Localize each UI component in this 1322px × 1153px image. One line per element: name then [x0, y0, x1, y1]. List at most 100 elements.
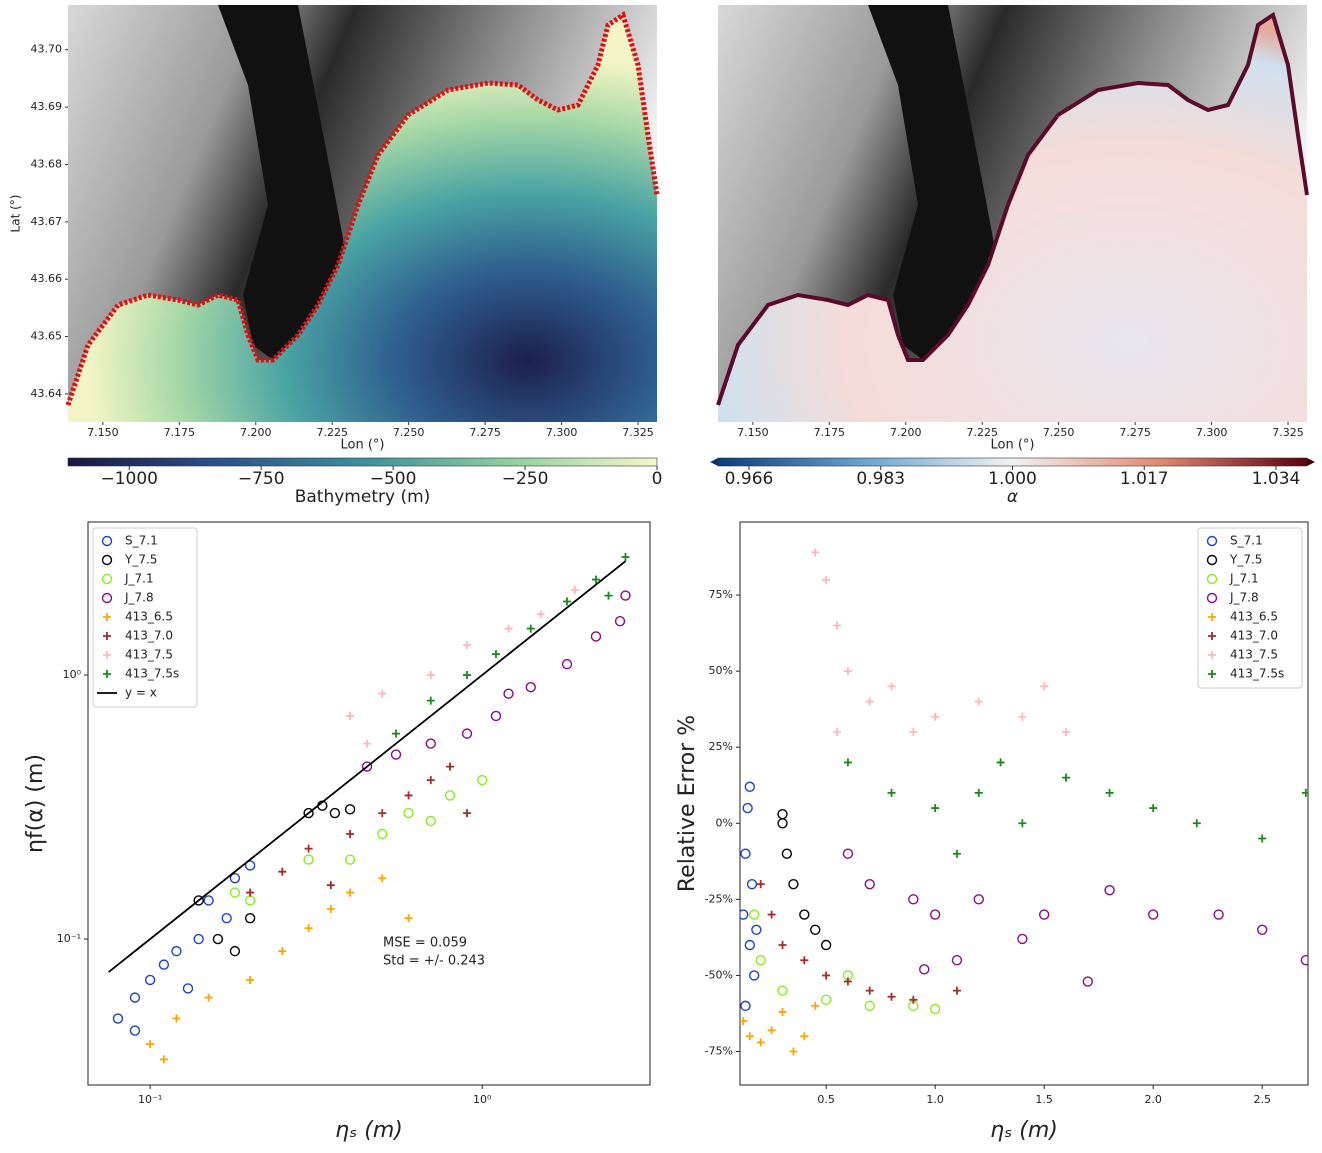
y-tick-label: 10⁻¹: [57, 932, 81, 945]
map: [65, 5, 660, 422]
y-tick-label: -50%: [705, 968, 733, 981]
point: [620, 590, 631, 601]
x-tick-label: 7.225: [316, 426, 348, 439]
x-tick-label: 7.150: [737, 426, 769, 439]
annotation: Std = +/- 0.243: [383, 954, 485, 969]
point: [278, 947, 287, 956]
x-tick-label: 0.5: [817, 1093, 835, 1106]
x-tick-label: 2.0: [1144, 1093, 1162, 1106]
colorbar-tick-label: −750: [238, 469, 285, 489]
colorbar-extend: [710, 458, 718, 466]
point: [1017, 933, 1028, 945]
point: [929, 1003, 941, 1015]
legend-label: S_7.1: [1230, 534, 1263, 548]
point: [865, 697, 874, 706]
point: [346, 888, 355, 897]
point: [996, 758, 1005, 767]
point: [789, 1047, 798, 1056]
point: [182, 983, 194, 994]
x-axis-label: Lon (°): [341, 438, 385, 453]
point: [887, 682, 896, 691]
legend-swatch: [1208, 613, 1216, 621]
point: [931, 712, 940, 721]
legend-swatch: [1208, 632, 1216, 640]
colorbar-label: α: [1007, 487, 1018, 507]
x-tick-label: 7.225: [966, 426, 998, 439]
coastline: [65, 11, 660, 406]
point: [244, 860, 256, 871]
y-tick-label: 43.66: [31, 272, 63, 285]
point: [378, 809, 387, 818]
point: [864, 1000, 875, 1012]
point: [444, 790, 456, 801]
legend-label: J_7.8: [124, 591, 154, 605]
point: [952, 986, 961, 995]
point: [378, 874, 387, 883]
point: [425, 738, 436, 749]
x-tick-label: 7.250: [393, 426, 425, 439]
point: [777, 985, 788, 996]
sea: [718, 15, 1307, 422]
point: [229, 945, 241, 957]
point: [561, 658, 573, 670]
legend-swatch: [101, 535, 113, 547]
y-tick-label: 25%: [709, 740, 733, 753]
point: [463, 640, 472, 649]
point: [822, 971, 831, 980]
x-tick-label: 1.0: [926, 1093, 944, 1106]
legend-label: 413_7.5s: [125, 667, 179, 681]
point: [740, 1017, 748, 1026]
point: [590, 631, 602, 642]
x-tick-label: 7.250: [1043, 426, 1075, 439]
point: [446, 762, 455, 771]
point: [748, 909, 760, 920]
point: [344, 854, 356, 865]
colorbar-tick-label: 0.983: [856, 469, 905, 489]
legend-label: y = x: [125, 686, 157, 700]
legend-label: S_7.1: [125, 534, 158, 548]
y-tick-label: 43.68: [31, 157, 63, 170]
y-tick-label: -75%: [705, 1045, 733, 1058]
point: [203, 895, 214, 906]
point: [800, 956, 809, 965]
point: [326, 904, 335, 913]
point: [326, 881, 335, 890]
legend-label: 413_7.0: [1230, 629, 1278, 643]
point: [363, 739, 372, 748]
y-tick-label: 0%: [716, 816, 733, 829]
point: [426, 696, 435, 705]
colorbar-tick-label: −250: [502, 469, 549, 489]
y-tick-label: 43.67: [31, 215, 63, 228]
point: [810, 924, 821, 935]
x-tick-label: 7.150: [87, 426, 119, 439]
point: [526, 624, 535, 633]
point: [491, 650, 500, 659]
coastline: [716, 11, 1309, 406]
y-tick-label: 43.69: [31, 100, 63, 113]
point: [755, 955, 766, 966]
point: [811, 548, 820, 557]
point: [461, 728, 473, 739]
point: [425, 815, 436, 827]
annotation: MSE = 0.059: [383, 936, 467, 951]
colorbar-tick-label: −1000: [100, 469, 158, 489]
point: [887, 788, 896, 797]
y-axis-label: ηf(α) (m): [23, 754, 48, 853]
legend-swatch: [103, 651, 111, 659]
point: [1149, 804, 1158, 813]
point: [361, 761, 373, 772]
point: [799, 909, 810, 920]
x-tick-label: 7.175: [814, 426, 846, 439]
point: [788, 878, 799, 890]
x-tick-label: 7.275: [1119, 426, 1151, 439]
point: [221, 912, 232, 924]
point: [212, 933, 224, 945]
point: [244, 912, 256, 924]
point: [887, 992, 896, 1001]
point: [570, 585, 579, 594]
point: [193, 933, 204, 945]
legend-label: J_7.8: [1229, 591, 1259, 605]
point: [767, 1026, 776, 1035]
point: [329, 807, 341, 819]
legend-label: J_7.1: [1229, 572, 1259, 586]
